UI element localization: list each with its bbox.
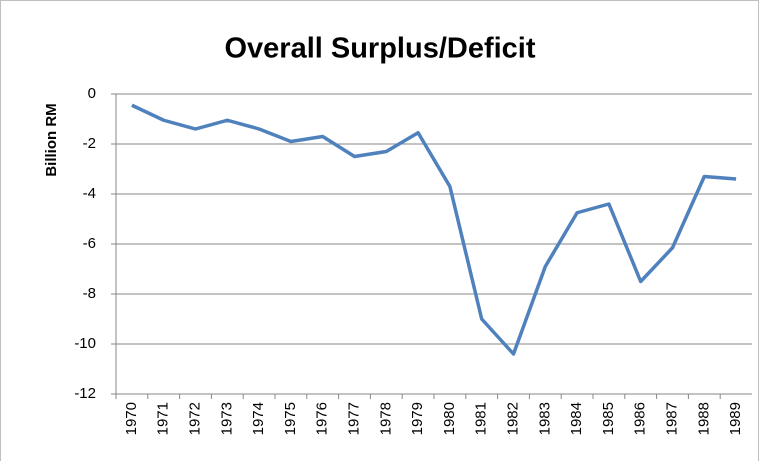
x-tick-label: 1979 (409, 402, 426, 435)
data-line (131, 103, 737, 356)
x-tick-label: 1983 (536, 402, 553, 435)
y-tick-label: -8 (83, 285, 96, 302)
x-tick-label: 1987 (663, 402, 680, 435)
x-tick-label: 1988 (695, 402, 712, 435)
x-tick-label: 1976 (314, 402, 331, 435)
x-tick-label: 1977 (345, 402, 362, 435)
chart-title: Overall Surplus/Deficit (224, 33, 535, 65)
x-tick-label: 1982 (504, 402, 521, 435)
x-tick-label: 1972 (186, 402, 203, 435)
x-tick-label: 1974 (250, 402, 267, 435)
y-tick-label: -12 (74, 385, 96, 402)
y-tick-label: 0 (88, 85, 96, 102)
x-tick-label: 1973 (218, 402, 235, 435)
y-axis-label: Billion RM (43, 103, 60, 176)
x-tick-label: 1971 (155, 402, 172, 435)
y-tick-label: -10 (74, 335, 96, 352)
y-tick-label: -2 (83, 135, 96, 152)
x-tick-label: 1970 (123, 402, 140, 435)
x-tick-label: 1986 (632, 402, 649, 435)
x-tick-label: 1985 (600, 402, 617, 435)
x-tick-label: 1984 (568, 402, 585, 435)
x-tick-label: 1981 (473, 402, 490, 435)
x-tick-label: 1989 (727, 402, 744, 435)
y-tick-label: -4 (83, 185, 96, 202)
y-tick-label: -6 (83, 235, 96, 252)
x-tick-label: 1978 (377, 402, 394, 435)
x-tick-label: 1975 (282, 402, 299, 435)
x-tick-label: 1980 (441, 402, 458, 435)
